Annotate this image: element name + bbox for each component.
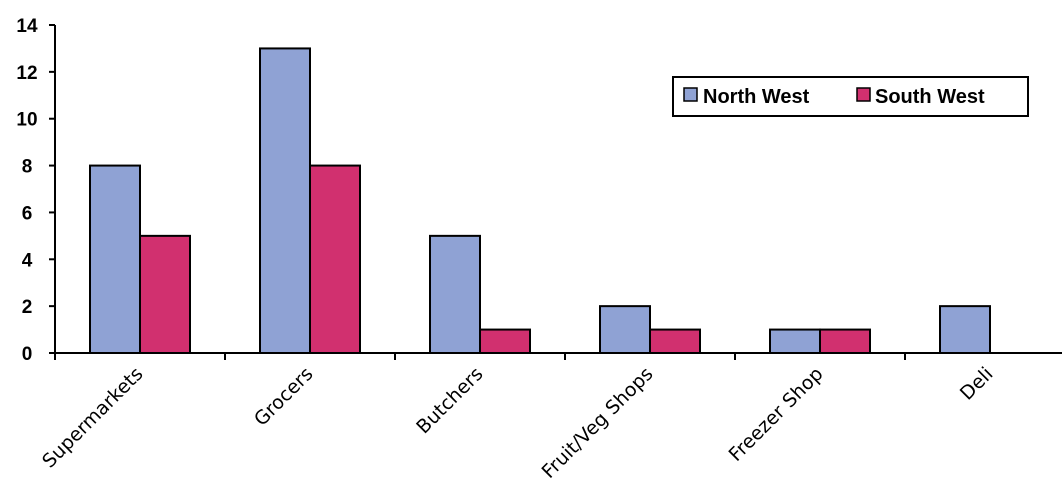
- legend-swatch-north-west: [683, 87, 698, 102]
- y-tick-label: 0: [22, 344, 33, 365]
- x-category-label: Freezer Shop: [725, 363, 828, 466]
- y-tick-label: 6: [22, 203, 33, 224]
- x-category-label: Deli: [956, 363, 998, 405]
- bar-north-west: [769, 328, 821, 355]
- legend-box: [672, 76, 1029, 117]
- bar-south-west: [309, 164, 361, 354]
- y-tick-label: 4: [22, 250, 33, 271]
- bars-group: [89, 47, 991, 355]
- y-tick-label: 12: [16, 63, 37, 84]
- bar-north-west: [939, 305, 991, 354]
- x-category-label: Butchers: [412, 363, 487, 438]
- legend-label-south-west: South West: [875, 86, 985, 108]
- bar-north-west: [89, 164, 141, 354]
- y-axis: 0 2 4 6 8 10 12 14: [16, 16, 56, 365]
- y-tick-label: 2: [22, 297, 33, 318]
- bar-south-west: [819, 328, 871, 355]
- bar-north-west: [259, 47, 311, 355]
- bar-north-west: [599, 305, 651, 354]
- bar-south-west: [649, 328, 701, 355]
- y-tick-label: 8: [22, 157, 33, 178]
- bar-south-west: [479, 328, 531, 355]
- y-tick-label: 14: [16, 16, 38, 37]
- x-category-label: Supermarkets: [38, 363, 147, 472]
- legend-label-north-west: North West: [703, 86, 810, 108]
- y-tick-label: 10: [16, 110, 37, 131]
- legend-swatch-south-west: [856, 87, 871, 102]
- bar-south-west: [139, 234, 191, 355]
- x-category-label: Fruit/Veg Shops: [538, 363, 658, 483]
- x-axis: Supermarkets Grocers Butchers Fruit/Veg Sho…: [38, 352, 1062, 483]
- legend: North West South West: [672, 76, 1029, 117]
- bar-north-west: [429, 234, 481, 355]
- x-category-label: Grocers: [250, 363, 318, 431]
